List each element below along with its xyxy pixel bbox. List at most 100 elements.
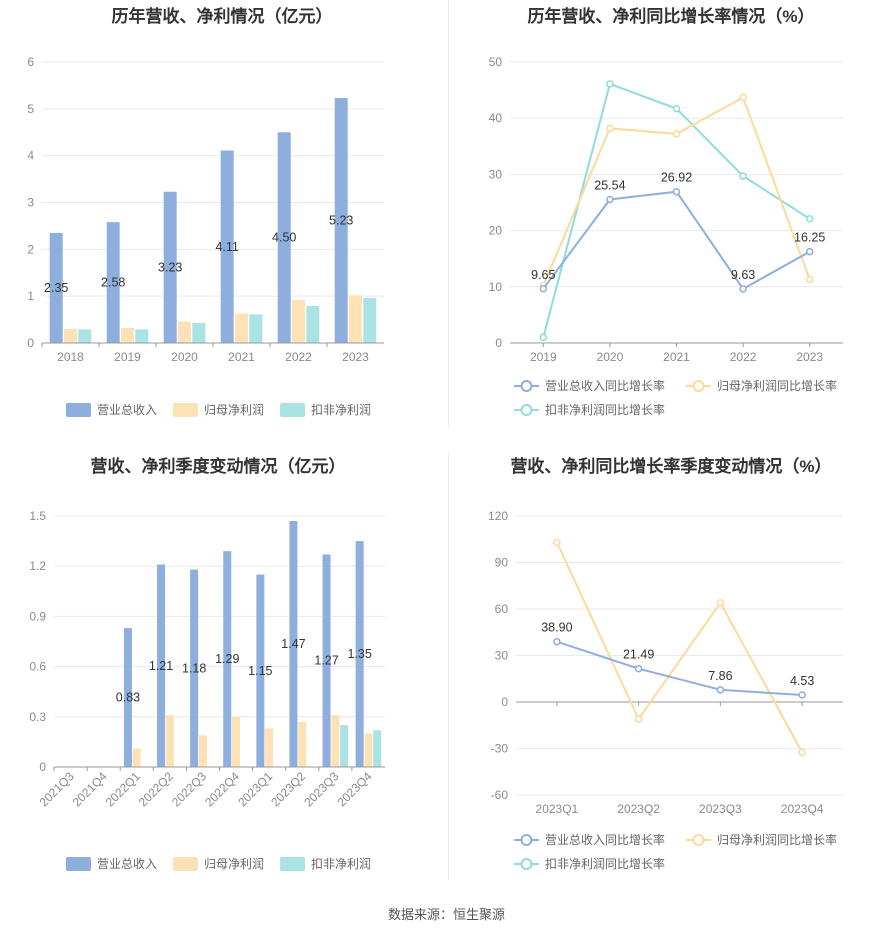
- bar-revenue: [123, 628, 132, 767]
- bar-data-label: 1.18: [182, 661, 206, 675]
- y-tick-label: 20: [489, 224, 503, 238]
- bar-parent-profit: [331, 715, 340, 767]
- quarterly-growth-panel: 营收、净利同比增长率季度变动情况（%） -60 -30 0 30 60 90 120 2023Q…: [449, 450, 893, 890]
- bar-deducted-profit: [78, 329, 92, 343]
- legend-swatch: [280, 857, 305, 871]
- bar-revenue: [157, 564, 166, 767]
- bar-data-label: 1.21: [149, 659, 173, 673]
- series-point: [539, 285, 548, 293]
- chart-title: 营收、净利同比增长率季度变动情况（%）: [510, 456, 831, 476]
- bar-parent-profit: [132, 748, 141, 767]
- legend-label: 扣非净利润: [311, 857, 371, 871]
- annual-growth-panel: 历年营收、净利同比增长率情况（%） 0 10 20 30 40 50 2019 2020 2021…: [449, 0, 893, 430]
- bar-revenue: [220, 150, 234, 343]
- chart-title: 历年营收、净利同比增长率情况（%）: [527, 6, 814, 26]
- legend-marker: [520, 380, 533, 392]
- bar-parent-profit: [64, 328, 77, 343]
- bar-revenue: [106, 222, 120, 343]
- series-point: [739, 93, 747, 102]
- x-tick-label: 2022: [285, 350, 312, 364]
- y-tick-label: 6: [27, 55, 34, 69]
- data-source-footer: 数据来源：恒生聚源: [387, 907, 505, 922]
- series-point: [672, 187, 681, 196]
- bar-data-label: 1.29: [215, 652, 239, 666]
- legend-swatch: [280, 403, 305, 417]
- y-tick-label: 30: [489, 167, 503, 181]
- point-data-label: 9.63: [731, 268, 755, 282]
- bar-data-label: 5.23: [329, 214, 353, 228]
- bar-parent-profit: [292, 299, 305, 343]
- bar-deducted-profit: [192, 322, 206, 343]
- legend-swatch: [66, 403, 91, 417]
- bar-revenue: [355, 541, 364, 767]
- x-tick-label: 2023Q2: [617, 802, 660, 816]
- x-tick-label: 2023Q4: [781, 802, 824, 816]
- series-line: [542, 82, 811, 338]
- bar-deducted-profit: [363, 298, 377, 343]
- series-line: [555, 541, 804, 753]
- bar-data-label: 0.83: [116, 691, 140, 705]
- series-point: [553, 637, 561, 646]
- y-tick-label: 1.5: [29, 509, 46, 523]
- series-point: [716, 599, 725, 607]
- x-tick-label: 2021: [663, 350, 690, 364]
- y-tick-label: 50: [489, 55, 503, 69]
- x-tick-label: 2022Q3: [169, 769, 209, 809]
- y-tick-label: 120: [488, 509, 508, 523]
- legend-marker: [692, 380, 705, 392]
- bar-parent-profit: [235, 313, 248, 343]
- y-tick-label: 4: [27, 149, 34, 163]
- x-tick-label: 2023Q3: [699, 802, 742, 816]
- series-point: [553, 538, 561, 547]
- y-tick-label: 5: [27, 102, 34, 116]
- x-tick-label: 2022Q4: [202, 769, 242, 809]
- bar-data-label: 4.11: [215, 240, 238, 254]
- bar-revenue: [322, 554, 331, 767]
- bar-parent-profit: [232, 716, 241, 767]
- legend-marker: [520, 834, 533, 846]
- chart-title: 营收、净利季度变动情况（亿元）: [91, 456, 346, 476]
- legend-label: 扣非净利润同比增长率: [545, 856, 665, 871]
- bar-deducted-profit: [340, 725, 349, 767]
- series-point: [716, 686, 725, 694]
- series-point: [539, 333, 548, 342]
- y-tick-label: 2: [27, 242, 34, 256]
- series-point: [634, 715, 643, 723]
- quarterly-revenue-profit-chart: 营收、净利季度变动情况（亿元）00.30.60.91.21.52021Q3202…: [29, 456, 385, 871]
- legend-label: 扣非净利润: [311, 403, 371, 417]
- y-tick-label: 90: [495, 556, 509, 570]
- legend-label: 归母净利润同比增长率: [717, 378, 837, 393]
- legend-swatch: [173, 403, 198, 417]
- x-tick-label: 2021Q4: [70, 769, 110, 809]
- bar-parent-profit: [364, 733, 373, 767]
- point-data-label: 9.65: [531, 268, 555, 282]
- panel-divider-bottom: [448, 452, 449, 880]
- x-tick-label: 2023: [796, 350, 823, 364]
- series-point: [739, 172, 747, 180]
- y-tick-label: -30: [491, 742, 509, 756]
- bar-revenue: [49, 232, 63, 343]
- annual-growth-chart: 历年营收、净利同比增长率情况（%） 0 10 20 30 40 50 2019 2020 2021…: [489, 6, 843, 417]
- bar-revenue: [334, 98, 348, 343]
- series-point: [798, 748, 806, 757]
- x-tick-label: 2020: [171, 350, 198, 364]
- legend-label: 营业总收入同比增长率: [545, 832, 665, 847]
- y-tick-label: 0.9: [29, 609, 46, 623]
- bar-data-label: 1.27: [314, 654, 338, 668]
- x-tick-label: 2022Q2: [136, 769, 176, 809]
- point-data-label: 38.90: [541, 621, 572, 635]
- series-point: [606, 124, 614, 133]
- series-point: [805, 247, 814, 256]
- bar-data-label: 1.47: [281, 637, 305, 651]
- bar-data-label: 2.58: [101, 276, 125, 290]
- bar-revenue: [163, 191, 177, 343]
- bar-data-label: 3.23: [158, 260, 182, 274]
- legend-label: 营业总收入: [97, 403, 157, 417]
- bar-parent-profit: [198, 735, 207, 767]
- x-tick-label: 2020: [597, 350, 624, 364]
- bar-deducted-profit: [249, 314, 263, 343]
- x-tick-label: 2021Q3: [37, 769, 77, 809]
- y-tick-label: 10: [489, 280, 503, 294]
- series-point: [606, 80, 614, 88]
- annual-revenue-profit-panel: 历年营收、净利情况（亿元） 0 1 2 3 4 5 6 2.35 2018 2.58 2019 3.23…: [0, 0, 447, 430]
